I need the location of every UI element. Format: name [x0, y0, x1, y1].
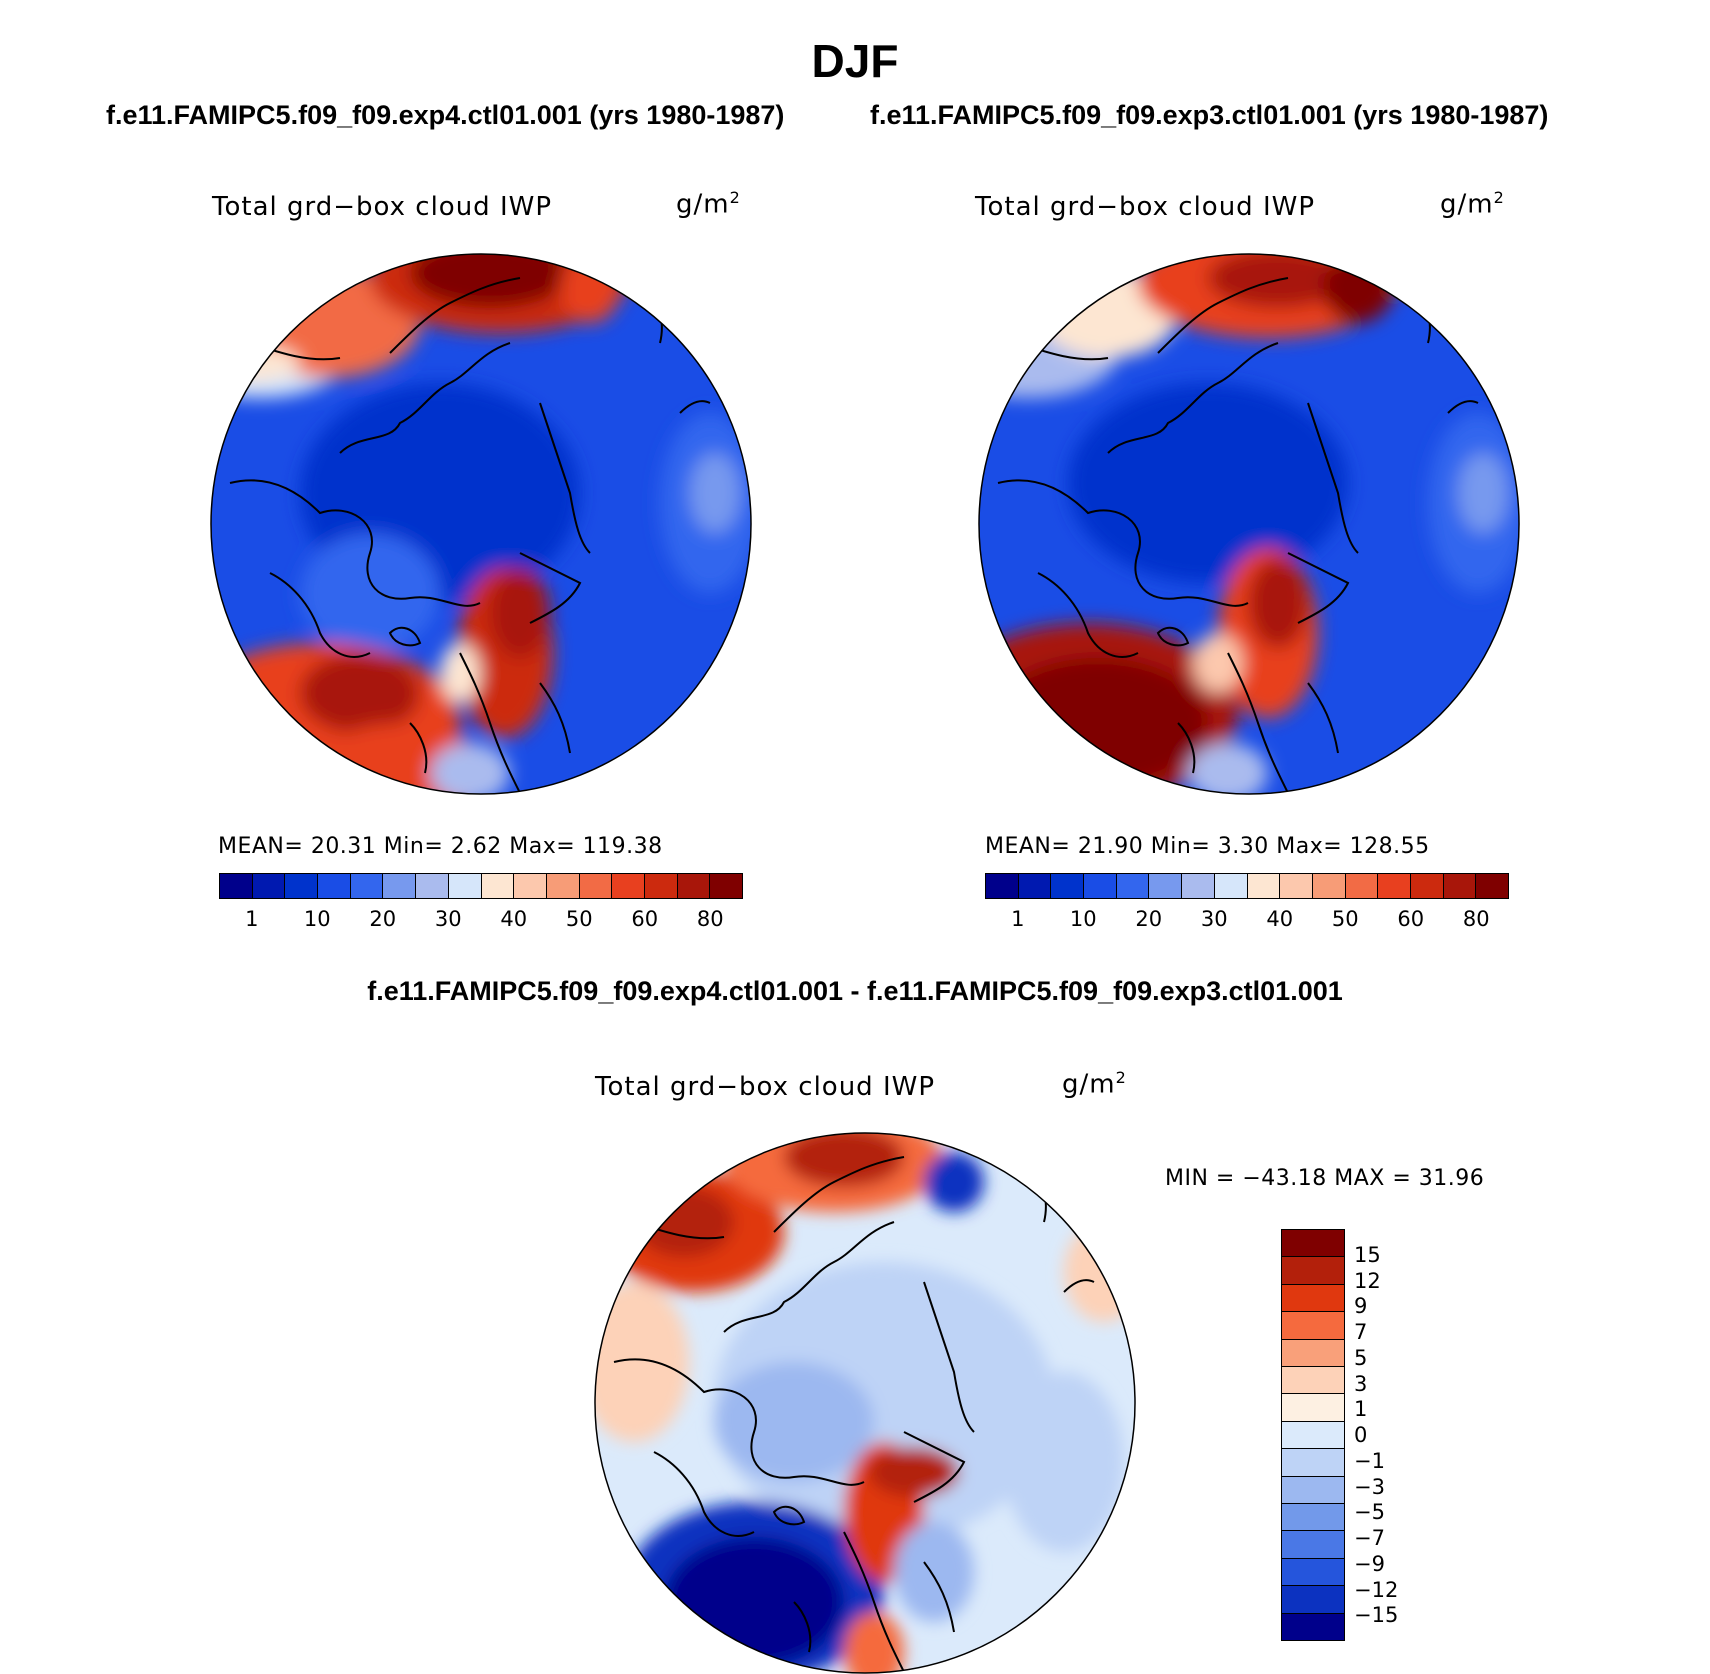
colorbar-tick-label: 3	[1354, 1371, 1368, 1396]
colorbar-tick-label: 5	[1354, 1345, 1368, 1370]
colorbar-tick-label: 80	[1462, 907, 1490, 931]
colorbar-swatch	[677, 874, 711, 898]
colorbar-swatch	[1116, 874, 1150, 898]
colorbar-tick-label: −3	[1354, 1474, 1385, 1499]
colorbar-swatch	[612, 874, 645, 898]
colorbar-swatch	[285, 874, 319, 898]
colorbar-swatch	[1282, 1367, 1344, 1395]
colorbar-swatch	[1282, 1531, 1344, 1559]
colorbar-tick-label: 1	[1354, 1397, 1368, 1422]
colorbar-tick-label: 30	[1200, 907, 1228, 931]
panel-1-stats: MEAN= 20.31 Min= 2.62 Max= 119.38	[218, 834, 663, 859]
colorbar-swatch	[1282, 1421, 1344, 1450]
colorbar-tick-label: 50	[565, 907, 593, 931]
colorbar-tick-label: 20	[1135, 907, 1163, 931]
colorbar-tick-label: 0	[1354, 1423, 1368, 1447]
colorbar-swatch	[1214, 874, 1248, 898]
colorbar-tick-label: 80	[696, 907, 724, 931]
panel-2-variable-title: Total grd−box cloud IWP	[975, 192, 1316, 222]
colorbar-swatch	[1282, 1312, 1344, 1340]
colorbar-swatch	[481, 874, 515, 898]
colorbar-tick-label: −5	[1354, 1500, 1385, 1525]
panel-1-polar-map	[210, 253, 752, 795]
panel-1-variable-title: Total grd−box cloud IWP	[212, 192, 553, 222]
colorbar-swatch	[1051, 874, 1085, 898]
colorbar-tick-label: 40	[1266, 907, 1294, 931]
panel-2-run-title: f.e11.FAMIPC5.f09_f09.exp3.ctl01.001 (yr…	[870, 100, 1549, 130]
colorbar-swatch	[546, 874, 580, 898]
colorbar-swatch	[416, 874, 449, 898]
colorbar-swatch	[448, 874, 482, 898]
colorbar-tick-label: 1	[1011, 907, 1025, 931]
colorbar-tick-label: 20	[369, 907, 397, 931]
colorbar-tick-label: 40	[500, 907, 528, 931]
colorbar-swatch	[1149, 874, 1183, 898]
colorbar-swatch	[350, 874, 384, 898]
difference-min-max: MIN = −43.18 MAX = 31.96	[1165, 1166, 1485, 1191]
colorbar-swatch	[579, 874, 613, 898]
colorbar-tick-label: −12	[1354, 1577, 1399, 1602]
colorbar-swatch	[1410, 874, 1444, 898]
colorbar-swatch	[1312, 874, 1346, 898]
colorbar-swatch	[1443, 874, 1477, 898]
difference-variable-title: Total grd−box cloud IWP	[595, 1072, 936, 1102]
colorbar-tick-label: 7	[1354, 1320, 1368, 1344]
colorbar-tick-label: 10	[303, 907, 331, 931]
colorbar-swatch	[220, 874, 253, 898]
difference-polar-map	[594, 1132, 1136, 1674]
figure-title: DJF	[811, 35, 899, 87]
colorbar-swatch	[1282, 1394, 1344, 1422]
panel-2-colorbar	[985, 873, 1509, 899]
colorbar-swatch	[1378, 874, 1411, 898]
colorbar-tick-label: 10	[1069, 907, 1097, 931]
colorbar-swatch	[252, 874, 286, 898]
colorbar-swatch	[1282, 1284, 1344, 1313]
difference-unit: g/m2	[1062, 1068, 1127, 1100]
panel-2-stats: MEAN= 21.90 Min= 3.30 Max= 128.55	[985, 834, 1430, 859]
colorbar-swatch	[1282, 1339, 1344, 1368]
colorbar-swatch	[1182, 874, 1215, 898]
colorbar-swatch	[1282, 1257, 1344, 1285]
colorbar-swatch	[1282, 1586, 1344, 1614]
colorbar-tick-label: 60	[631, 907, 659, 931]
colorbar-tick-label: −7	[1354, 1526, 1385, 1550]
colorbar-tick-label: 50	[1331, 907, 1359, 931]
colorbar-swatch	[1282, 1558, 1344, 1587]
panel-1-unit: g/m2	[676, 188, 741, 220]
colorbar-swatch	[1018, 874, 1052, 898]
colorbar-tick-label: −15	[1354, 1603, 1399, 1628]
difference-title: f.e11.FAMIPC5.f09_f09.exp4.ctl01.001 - f…	[367, 976, 1343, 1006]
colorbar-swatch	[1282, 1476, 1344, 1505]
colorbar-swatch	[1282, 1449, 1344, 1477]
colorbar-tick-label: 60	[1397, 907, 1425, 931]
colorbar-swatch	[1084, 874, 1117, 898]
colorbar-tick-label: −9	[1354, 1551, 1385, 1576]
panel-1-colorbar	[219, 873, 743, 899]
colorbar-swatch	[1345, 874, 1379, 898]
colorbar-swatch	[514, 874, 547, 898]
colorbar-swatch	[1280, 874, 1313, 898]
panel-1-run-title: f.e11.FAMIPC5.f09_f09.exp4.ctl01.001 (yr…	[106, 100, 785, 130]
colorbar-tick-label: 12	[1354, 1268, 1381, 1293]
panel-2-polar-map	[978, 253, 1520, 795]
panel-2-unit: g/m2	[1440, 188, 1505, 220]
colorbar-swatch	[986, 874, 1019, 898]
colorbar-tick-label: 1	[245, 907, 259, 931]
colorbar-swatch	[1282, 1504, 1344, 1532]
colorbar-swatch	[1282, 1230, 1344, 1258]
colorbar-swatch	[710, 874, 742, 898]
colorbar-tick-label: −1	[1354, 1448, 1385, 1473]
colorbar-tick-label: 30	[434, 907, 462, 931]
colorbar-swatch	[383, 874, 417, 898]
colorbar-swatch	[318, 874, 351, 898]
difference-colorbar	[1281, 1229, 1345, 1641]
colorbar-tick-label: 9	[1354, 1294, 1368, 1319]
colorbar-tick-label: 15	[1354, 1242, 1381, 1267]
colorbar-swatch	[644, 874, 678, 898]
colorbar-swatch	[1282, 1613, 1344, 1641]
colorbar-swatch	[1476, 874, 1508, 898]
colorbar-swatch	[1247, 874, 1281, 898]
